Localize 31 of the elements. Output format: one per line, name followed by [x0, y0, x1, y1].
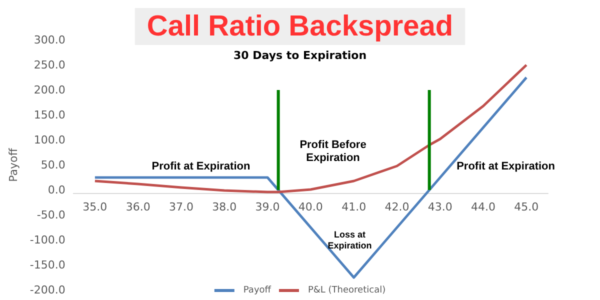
y-tick-label: 0.0 [48, 184, 66, 196]
x-tick-label: 37.0 [168, 200, 194, 214]
x-tick-label: 45.0 [514, 200, 539, 214]
y-tick-label: -50.0 [36, 208, 66, 222]
y-tick-label: 50.0 [40, 158, 66, 172]
y-tick-label: -150.0 [30, 258, 66, 272]
y-tick-label: 100.0 [34, 134, 66, 146]
x-tick-label: 39.0 [255, 200, 280, 214]
x-tick-label: 40.0 [298, 200, 323, 214]
chart-title: Call Ratio Backspread [146, 10, 454, 42]
x-tick-label: 38.0 [212, 200, 237, 214]
annotation: Profit at Expiration [152, 160, 250, 172]
legend-label: P&L (Theoretical) [308, 286, 386, 296]
y-tick-label: 150.0 [34, 108, 66, 122]
y-tick-label: -100.0 [30, 234, 66, 246]
x-tick-label: 41.0 [342, 200, 366, 214]
text: 30 Days to Expiration [233, 49, 367, 62]
y-tick-label: 200.0 [34, 84, 66, 96]
legend-label: Payoff [243, 286, 272, 296]
x-tick-label: 44.0 [471, 200, 496, 214]
y-tick-label: 250.0 [34, 58, 66, 72]
x-tick-label: 43.0 [428, 200, 452, 214]
x-tick-label: 42.0 [384, 200, 410, 214]
y-tick-label: 300.0 [34, 34, 66, 46]
annotation: Loss at Expiration [328, 230, 372, 250]
y-axis-title: Payoff [7, 148, 20, 182]
x-tick-label: 35.0 [82, 200, 108, 214]
annotation: Profit at Expiration [456, 160, 556, 172]
annotation: Profit Before Expiration [300, 139, 366, 164]
y-tick-label: -200.0 [30, 284, 66, 296]
x-tick-label: 36.0 [126, 200, 150, 214]
